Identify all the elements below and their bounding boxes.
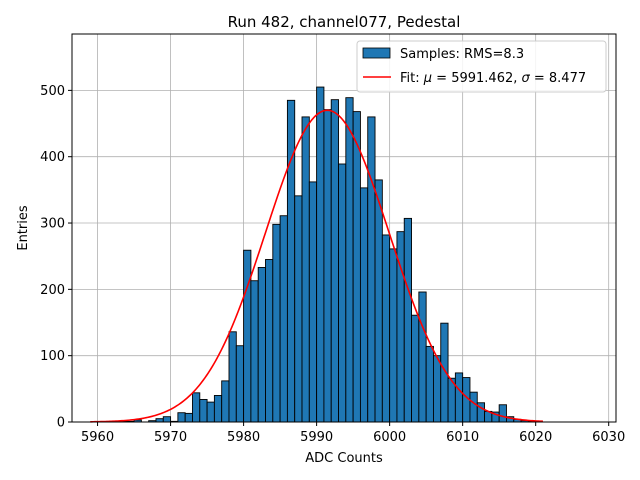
- histogram-bar: [286, 99, 296, 423]
- histogram-bar: [235, 345, 245, 423]
- histogram-bar: [279, 215, 288, 423]
- fit-curve: [90, 109, 544, 423]
- histogram-bar: [301, 116, 310, 423]
- histogram-bar: [177, 412, 186, 423]
- histogram-bar: [294, 195, 303, 423]
- y-tick-label: 0: [57, 416, 65, 431]
- x-tick-label: 5980: [227, 430, 260, 445]
- histogram-bar: [469, 391, 478, 423]
- histogram-bar: [257, 267, 266, 423]
- histogram-bar: [323, 109, 332, 423]
- histogram-bar: [367, 116, 376, 423]
- histogram-bar: [498, 404, 507, 423]
- histogram-bar: [308, 181, 318, 423]
- plot-frame: [71, 33, 617, 423]
- y-tick-label: 500: [40, 84, 65, 99]
- histogram-bar: [432, 355, 442, 423]
- histogram-bar: [389, 248, 398, 423]
- y-tick-label: 300: [40, 217, 65, 232]
- histogram-bar: [454, 372, 464, 423]
- histogram-bar: [330, 99, 339, 423]
- histogram-bars: [119, 86, 537, 423]
- histogram-bar: [411, 314, 420, 423]
- histogram-bar: [381, 234, 391, 423]
- histogram-bar: [243, 249, 252, 423]
- histogram-bar: [425, 345, 434, 423]
- x-axis-ticks: 5960 5970 5980 5990 6000 6010 6020 6030: [81, 422, 625, 445]
- x-tick-label: 6030: [592, 430, 625, 445]
- histogram-bar: [184, 412, 193, 423]
- x-tick-label: 5960: [81, 430, 114, 445]
- x-tick-label: 6000: [373, 430, 406, 445]
- legend-samples-swatch: [362, 47, 391, 59]
- x-tick-label: 6020: [519, 430, 552, 445]
- histogram-bar: [403, 217, 412, 423]
- histogram-bar: [162, 416, 172, 423]
- histogram-bar: [359, 187, 369, 423]
- histogram-bar: [352, 111, 361, 423]
- x-tick-label: 5990: [300, 430, 333, 445]
- histogram-bar: [228, 331, 237, 423]
- histogram-bar: [250, 280, 259, 423]
- y-axis-label: Entries: [16, 205, 31, 251]
- x-axis-label: ADC Counts: [305, 451, 383, 466]
- y-axis-ticks: 0 100 200 300 400 500: [40, 84, 72, 431]
- histogram-bar: [316, 86, 325, 423]
- histogram-bar: [192, 392, 201, 423]
- histogram-bar: [265, 259, 274, 423]
- histogram-bar: [206, 401, 215, 423]
- histogram-bar: [345, 97, 354, 423]
- histogram-bar: [338, 163, 347, 423]
- legend-fit-label: Fit: μ = 5991.462, σ = 8.477: [400, 71, 586, 86]
- histogram-bar: [199, 398, 208, 423]
- legend-samples-label: Samples: RMS=8.3: [400, 47, 524, 62]
- x-tick-label: 5970: [154, 430, 187, 445]
- legend-box: [356, 40, 607, 93]
- histogram-bar: [374, 179, 383, 423]
- histogram-bar: [418, 291, 427, 423]
- histogram-bar: [221, 380, 230, 423]
- histogram-bar: [213, 395, 223, 423]
- chart-title: Run 482, channel077, Pedestal: [228, 13, 461, 31]
- y-tick-label: 100: [40, 349, 65, 364]
- y-tick-label: 200: [40, 283, 65, 298]
- x-tick-label: 6010: [446, 430, 479, 445]
- legend: Samples: RMS=8.3 Fit: μ = 5991.462, σ = …: [356, 40, 607, 93]
- histogram-bar: [272, 223, 281, 423]
- y-tick-label: 400: [40, 150, 65, 165]
